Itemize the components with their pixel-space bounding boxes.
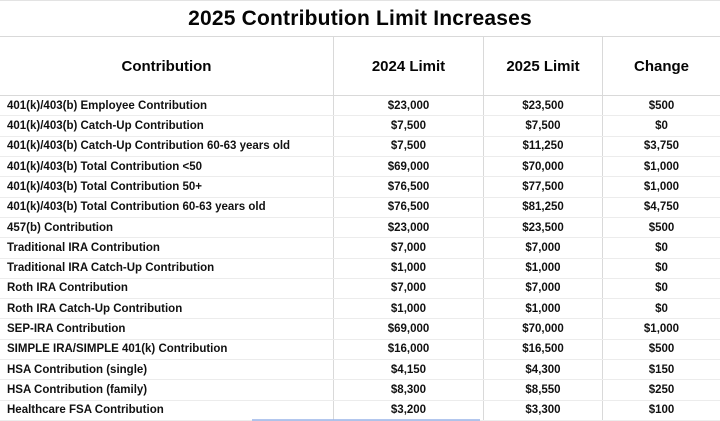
- row-label: 401(k)/403(b) Total Contribution 60-63 y…: [7, 201, 266, 214]
- row-value: $0: [602, 278, 720, 299]
- table-row: HSA Contribution (single) $4,150 $4,300 $15…: [0, 360, 720, 381]
- table-row: 401(k)/403(b) Catch-Up Contribution $7,50…: [0, 116, 720, 137]
- row-value: $70,000: [483, 319, 602, 339]
- table-row: Healthcare FSA Contribution $3,200 $3,300 $…: [0, 400, 720, 421]
- table-row: SEP-IRA Contribution $69,000 $70,000 $1,000: [0, 319, 720, 340]
- row-value: $0: [602, 238, 720, 258]
- row-value: $4,150: [333, 360, 483, 380]
- row-value: $150: [602, 360, 720, 380]
- header-cell-change: Change: [602, 37, 720, 95]
- table-row: 457(b) Contribution $23,000 $23,500 $500: [0, 217, 720, 239]
- row-label: SIMPLE IRA/SIMPLE 401(k) Contribution: [7, 343, 228, 356]
- header-cell-2024-limit: 2024 Limit: [333, 37, 483, 95]
- row-value: $250: [602, 380, 720, 400]
- page-title: 2025 Contribution Limit Increases: [188, 6, 532, 30]
- row-value: $4,300: [483, 360, 602, 380]
- row-value: $0: [602, 258, 720, 278]
- row-value: $0: [602, 116, 720, 136]
- row-value: $100: [602, 400, 720, 420]
- row-label: 401(k)/403(b) Catch-Up Contribution 60-6…: [7, 140, 291, 153]
- table-row: 401(k)/403(b) Catch-Up Contribution 60-6…: [0, 136, 720, 157]
- header-cell-2025-limit: 2025 Limit: [483, 37, 602, 95]
- row-value: $76,500: [333, 177, 483, 197]
- table-row: Traditional IRA Catch-Up Contribution $1,…: [0, 258, 720, 279]
- row-value: $23,000: [333, 96, 483, 116]
- row-value: $7,000: [333, 238, 483, 258]
- row-value: $1,000: [602, 177, 720, 197]
- row-value: $77,500: [483, 177, 602, 197]
- row-value: $76,500: [333, 197, 483, 217]
- row-value: $500: [602, 339, 720, 360]
- row-label: Roth IRA Contribution: [7, 282, 128, 295]
- row-value: $1,000: [602, 156, 720, 177]
- table-row: 401(k)/403(b) Total Contribution 50+ $76,…: [0, 177, 720, 198]
- row-label: 457(b) Contribution: [7, 221, 114, 234]
- row-value: $7,000: [483, 238, 602, 258]
- table-row: SIMPLE IRA/SIMPLE 401(k) Contribution $16…: [0, 339, 720, 361]
- row-value: $1,000: [483, 299, 602, 319]
- table-row: 401(k)/403(b) Employee Contribution $23,0…: [0, 96, 720, 117]
- title-row: 2025 Contribution Limit Increases: [0, 1, 720, 37]
- row-value: $3,300: [483, 400, 602, 420]
- row-value: $7,500: [333, 136, 483, 156]
- row-value: $8,300: [333, 380, 483, 400]
- row-value: $70,000: [483, 156, 602, 177]
- row-value: $69,000: [333, 319, 483, 339]
- row-value: $0: [602, 299, 720, 319]
- row-label: HSA Contribution (single): [7, 363, 148, 376]
- row-label: Roth IRA Catch-Up Contribution: [7, 302, 183, 315]
- row-value: $16,500: [483, 339, 602, 360]
- table-row: 401(k)/403(b) Total Contribution <50 $69,…: [0, 156, 720, 178]
- row-label: 401(k)/403(b) Total Contribution <50: [7, 160, 202, 173]
- row-value: $8,550: [483, 380, 602, 400]
- row-label: 401(k)/403(b) Catch-Up Contribution: [7, 119, 204, 132]
- row-label: 401(k)/403(b) Total Contribution 50+: [7, 180, 202, 193]
- row-value: $23,000: [333, 217, 483, 238]
- row-label: SEP-IRA Contribution: [7, 323, 126, 336]
- row-value: $23,500: [483, 96, 602, 116]
- row-value: $16,000: [333, 339, 483, 360]
- row-value: $81,250: [483, 197, 602, 217]
- row-label: Traditional IRA Contribution: [7, 241, 160, 254]
- row-value: $1,000: [333, 258, 483, 278]
- table-header-row: Contribution 2024 Limit 2025 Limit Chang…: [0, 37, 720, 96]
- row-label: 401(k)/403(b) Employee Contribution: [7, 99, 208, 112]
- table-row: Roth IRA Contribution $7,000 $7,000 $0: [0, 278, 720, 300]
- row-value: $3,200: [333, 400, 483, 420]
- row-value: $23,500: [483, 217, 602, 238]
- row-value: $7,500: [333, 116, 483, 136]
- row-value: $4,750: [602, 197, 720, 217]
- table-row: Roth IRA Catch-Up Contribution $1,000 $1,0…: [0, 299, 720, 320]
- row-value: $69,000: [333, 156, 483, 177]
- row-value: $3,750: [602, 136, 720, 156]
- row-label: HSA Contribution (family): [7, 384, 148, 397]
- table-row: HSA Contribution (family) $8,300 $8,550 $25…: [0, 380, 720, 401]
- selection-line: [252, 419, 480, 421]
- row-value: $500: [602, 96, 720, 116]
- row-value: $1,000: [602, 319, 720, 339]
- row-label: Traditional IRA Catch-Up Contribution: [7, 262, 215, 275]
- table-row: Traditional IRA Contribution $7,000 $7,000…: [0, 238, 720, 259]
- row-value: $7,000: [483, 278, 602, 299]
- row-value: $11,250: [483, 136, 602, 156]
- row-value: $500: [602, 217, 720, 238]
- row-value: $7,500: [483, 116, 602, 136]
- row-value: $1,000: [483, 258, 602, 278]
- table-body: 401(k)/403(b) Employee Contribution $23,0…: [0, 96, 720, 421]
- table-row: 401(k)/403(b) Total Contribution 60-63 y…: [0, 197, 720, 218]
- header-cell-contribution: Contribution: [121, 57, 212, 75]
- row-value: $7,000: [333, 278, 483, 299]
- row-label: Healthcare FSA Contribution: [7, 404, 164, 417]
- row-value: $1,000: [333, 299, 483, 319]
